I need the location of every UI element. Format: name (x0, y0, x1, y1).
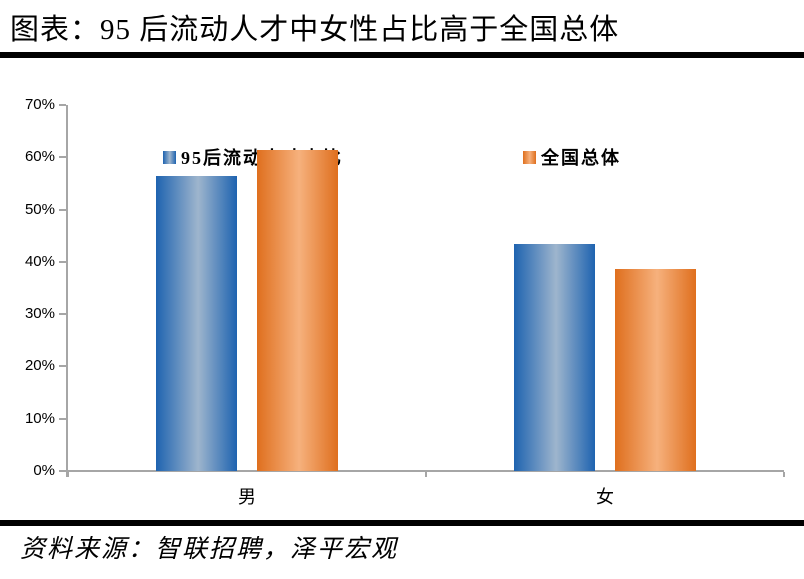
y-axis-tick-label: 40% (24, 252, 55, 270)
bar-男-series1 (156, 175, 237, 471)
y-axis-tick-label: 30% (24, 305, 55, 323)
legend-swatch-series2 (523, 150, 536, 164)
title-divider-rule (0, 52, 804, 58)
x-axis-tick (783, 472, 785, 477)
y-axis-tick (59, 365, 66, 368)
y-axis-tick (59, 208, 66, 211)
bar-chart: 95后流动人才占比 全国总体 0%10%20%30%40%50%60%70%男女 (0, 66, 804, 516)
bar-女-series2 (615, 268, 696, 471)
y-axis-tick-label: 50% (24, 200, 55, 218)
y-axis-tick (59, 313, 66, 316)
y-axis-tick (59, 417, 66, 420)
footer-divider-rule (0, 520, 804, 526)
legend-swatch-series1 (163, 150, 176, 164)
legend-item-series2: 全国总体 (523, 144, 621, 170)
source-note: 资料来源：智联招聘，泽平宏观 (20, 536, 399, 563)
legend-label-series2: 全国总体 (541, 148, 621, 168)
y-axis-tick-label: 10% (24, 409, 55, 427)
x-axis-tick (425, 472, 427, 477)
x-axis-category-label: 女 (596, 487, 614, 507)
x-axis-line (66, 470, 784, 472)
chart-title: 图表：95 后流动人才中女性占比高于全国总体 (10, 14, 620, 46)
x-axis-category-label: 男 (238, 487, 256, 507)
y-axis-tick-label: 70% (24, 96, 55, 113)
y-axis-tick (59, 260, 66, 263)
x-axis-tick (67, 472, 69, 477)
y-axis-tick (59, 156, 66, 159)
y-axis-tick (59, 470, 66, 472)
y-axis-tick (59, 104, 66, 106)
bar-男-series2 (257, 150, 338, 471)
y-axis-tick-label: 20% (24, 357, 55, 375)
y-axis-tick-label: 0% (33, 462, 55, 479)
y-axis-line (66, 105, 68, 477)
y-axis-tick-label: 60% (24, 148, 55, 166)
bar-女-series1 (514, 243, 595, 471)
plot-area: 0% 10% 20% 30% 40% 50% 60% 70% 男 女 (0, 66, 804, 516)
